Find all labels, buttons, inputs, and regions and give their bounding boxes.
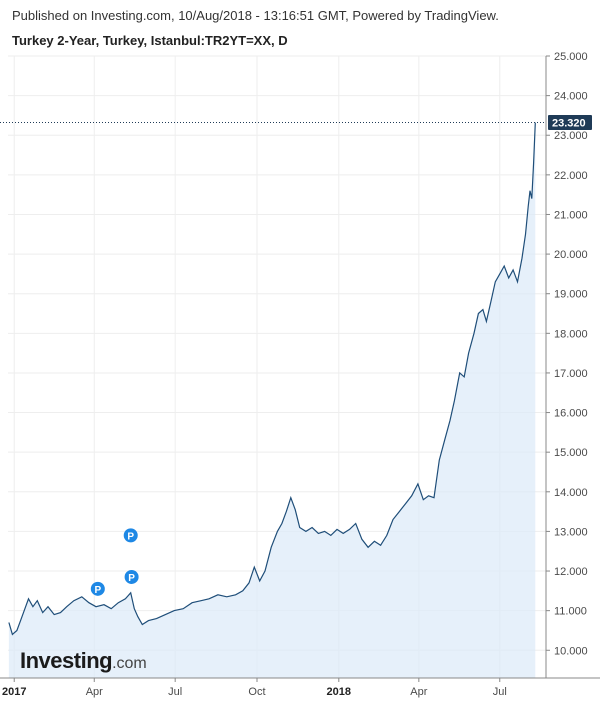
annotation-badge-circle bbox=[124, 569, 139, 584]
y-tick-label: 24.000 bbox=[554, 91, 588, 103]
publish-notice: Published on Investing.com, 10/Aug/2018 … bbox=[12, 8, 499, 23]
y-tick-label: 21.000 bbox=[554, 209, 588, 221]
x-tick-label: Apr bbox=[86, 686, 103, 698]
last-price-label-text: 23.320 bbox=[552, 118, 586, 130]
y-tick-label: 12.000 bbox=[554, 566, 588, 578]
annotation-badge-label: P bbox=[127, 531, 134, 542]
x-tick-label: Apr bbox=[410, 686, 427, 698]
y-tick-label: 14.000 bbox=[554, 487, 588, 499]
x-tick-label: 2018 bbox=[327, 686, 351, 698]
annotation-badge[interactable]: P bbox=[90, 581, 105, 596]
y-tick-label: 15.000 bbox=[554, 447, 588, 459]
y-tick-label: 25.000 bbox=[554, 51, 588, 63]
y-tick-label: 23.000 bbox=[554, 130, 588, 142]
x-tick-label: Oct bbox=[248, 686, 265, 698]
logo-suffix-text: .com bbox=[112, 655, 147, 672]
y-tick-label: 16.000 bbox=[554, 408, 588, 420]
y-tick-label: 20.000 bbox=[554, 249, 588, 261]
symbol-title: Turkey 2-Year, Turkey, Istanbul:TR2YT=XX… bbox=[12, 33, 288, 48]
x-tick-label: 2017 bbox=[2, 686, 26, 698]
annotation-badge-circle bbox=[90, 581, 105, 596]
y-tick-label: 17.000 bbox=[554, 368, 588, 380]
x-tick-label: Jul bbox=[168, 686, 182, 698]
last-price-label-box bbox=[548, 115, 592, 131]
last-price-label: 23.320 bbox=[548, 115, 592, 131]
logo-main-text: Investing bbox=[20, 648, 113, 673]
y-tick-label: 10.000 bbox=[554, 645, 588, 657]
annotations: P P P bbox=[90, 528, 139, 596]
y-tick-label: 22.000 bbox=[554, 170, 588, 182]
annotation-badge[interactable]: P bbox=[123, 528, 138, 543]
annotation-badge[interactable]: P bbox=[124, 569, 139, 584]
price-line bbox=[8, 122, 536, 636]
y-axis: 10.000 11.000 12.000 13.000 14.000 15.000 16.0… bbox=[545, 51, 588, 678]
annotation-badge-circle bbox=[123, 528, 138, 543]
x-tick-label: Jul bbox=[493, 686, 507, 698]
y-tick-label: 18.000 bbox=[554, 328, 588, 340]
investing-logo: Investing.com bbox=[20, 648, 147, 674]
price-area-fill bbox=[8, 122, 536, 679]
y-tick-label: 11.000 bbox=[554, 606, 587, 618]
annotation-badge-label: P bbox=[128, 573, 135, 584]
annotation-badge-label: P bbox=[94, 585, 101, 596]
y-tick-label: 13.000 bbox=[554, 526, 588, 538]
y-tick-label: 19.000 bbox=[554, 289, 588, 301]
x-axis: 2017 Apr Jul Oct 2018 Apr Jul bbox=[0, 677, 600, 698]
